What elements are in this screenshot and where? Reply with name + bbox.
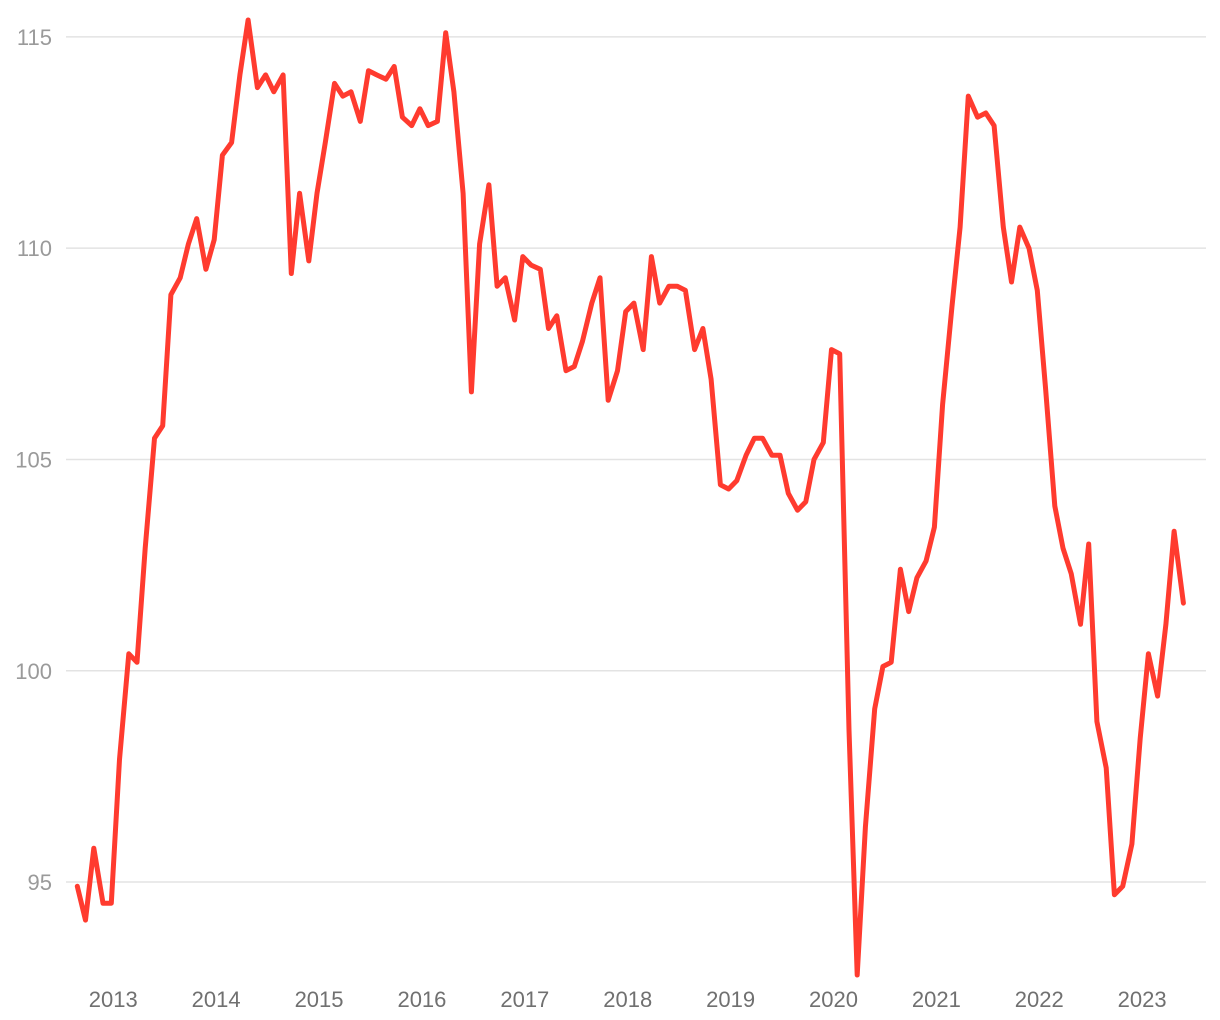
x-tick-label: 2021 (912, 987, 961, 1012)
y-tick-label: 110 (17, 236, 52, 261)
x-tick-label: 2022 (1015, 987, 1064, 1012)
x-tick-label: 2018 (603, 987, 652, 1012)
x-tick-label: 2015 (295, 987, 344, 1012)
y-tick-label: 105 (15, 447, 52, 472)
x-tick-label: 2023 (1118, 987, 1167, 1012)
gridlines (66, 36, 1206, 883)
x-tick-label: 2016 (397, 987, 446, 1012)
x-tick-label: 2019 (706, 987, 755, 1012)
series-line-0 (74, 17, 1186, 978)
x-axis-ticks: 2013 2014 2015 2016 2017 2018 2019 2020 2021 2022… (89, 987, 1167, 1012)
y-tick-label: 95 (28, 870, 52, 895)
series-layer (74, 17, 1186, 978)
x-tick-label: 2014 (192, 987, 241, 1012)
y-tick-label: 100 (15, 659, 52, 684)
x-tick-label: 2020 (809, 987, 858, 1012)
y-tick-label: 115 (17, 25, 52, 50)
x-tick-label: 2017 (500, 987, 549, 1012)
x-tick-label: 2013 (89, 987, 138, 1012)
y-axis-ticks: 95 100 105 110 115 (15, 25, 52, 895)
